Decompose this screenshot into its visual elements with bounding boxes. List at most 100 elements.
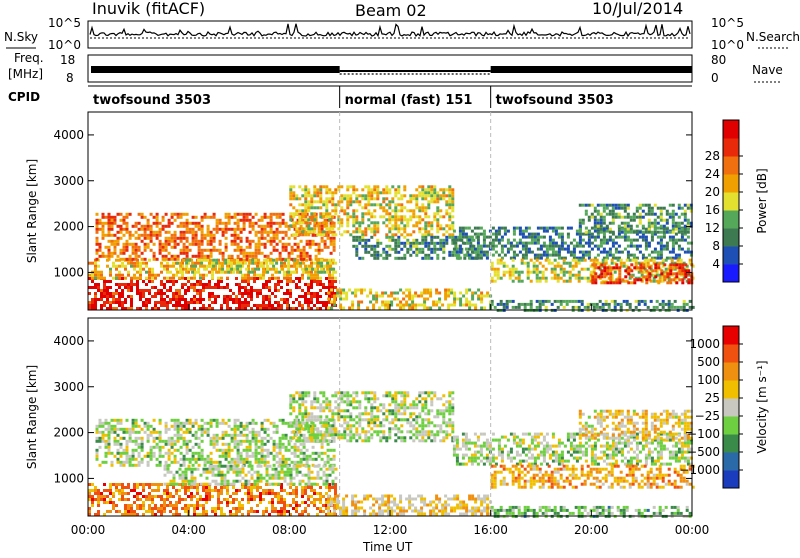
echo-cell: [186, 452, 189, 455]
echo-cell: [238, 283, 241, 286]
echo-cell: [312, 240, 315, 243]
echo-cell: [307, 209, 310, 212]
echo-cell: [624, 216, 627, 219]
echo-cell: [289, 188, 292, 191]
echo-cell: [228, 219, 231, 222]
echo-cell: [265, 298, 268, 301]
echo-cell: [597, 275, 600, 278]
echo-cell: [198, 455, 201, 458]
echo-cell: [331, 200, 334, 203]
echo-cell: [118, 483, 121, 486]
echo-cell: [129, 464, 132, 467]
echo-cell: [554, 277, 557, 280]
echo-cell: [103, 498, 106, 501]
echo-cell: [497, 268, 500, 271]
echo-cell: [442, 257, 445, 260]
echo-cell: [136, 507, 139, 510]
echo-cell: [276, 222, 279, 225]
echo-cell: [132, 425, 135, 428]
echo-cell: [273, 222, 276, 225]
echo-cell: [198, 240, 201, 243]
echo-cell: [160, 495, 163, 498]
echo-cell: [174, 422, 177, 425]
echo-cell: [268, 280, 271, 283]
echo-cell: [450, 292, 453, 295]
echo-cell: [197, 271, 200, 274]
echo-cell: [364, 245, 367, 248]
echo-cell: [190, 283, 193, 286]
echo-cell: [375, 298, 378, 301]
echo-cell: [609, 254, 612, 257]
echo-cell: [684, 219, 687, 222]
echo-cell: [274, 301, 277, 304]
echo-cell: [201, 255, 204, 258]
echo-cell: [247, 492, 250, 495]
echo-cell: [174, 234, 177, 237]
echo-cell: [615, 248, 618, 251]
echo-cell: [307, 230, 310, 233]
echo-cell: [415, 206, 418, 209]
echo-cell: [301, 230, 304, 233]
echo-cell: [318, 243, 321, 246]
echo-cell: [421, 197, 424, 200]
echo-cell: [436, 200, 439, 203]
echo-cell: [165, 243, 168, 246]
echo-cell: [124, 301, 127, 304]
echo-cell: [397, 236, 400, 239]
echo-cell: [273, 246, 276, 249]
echo-cell: [226, 504, 229, 507]
echo-cell: [651, 213, 654, 216]
echo-cell: [603, 263, 606, 266]
echo-cell: [528, 227, 531, 230]
echo-cell: [564, 242, 567, 245]
echo-cell: [231, 449, 234, 452]
echo-cell: [252, 422, 255, 425]
echo-cell: [267, 449, 270, 452]
echo-cell: [561, 239, 564, 242]
echo-cell: [304, 233, 307, 236]
echo-cell: [210, 425, 213, 428]
echo-cell: [249, 443, 252, 446]
echo-cell: [118, 510, 121, 513]
echo-cell: [97, 271, 100, 274]
echo-cell: [627, 245, 630, 248]
echo-cell: [246, 255, 249, 258]
echo-cell: [638, 303, 641, 306]
echo-cell: [310, 212, 313, 215]
echo-cell: [220, 486, 223, 489]
echo-cell: [358, 221, 361, 224]
echo-cell: [220, 304, 223, 307]
echo-cell: [210, 252, 213, 255]
echo-cell: [648, 219, 651, 222]
echo-cell: [180, 446, 183, 449]
echo-cell: [307, 233, 310, 236]
echo-cell: [111, 452, 114, 455]
echo-cell: [102, 234, 105, 237]
echo-cell: [438, 292, 441, 295]
echo-cell: [114, 222, 117, 225]
echo-cell: [507, 248, 510, 251]
echo-cell: [217, 286, 220, 289]
echo-cell: [403, 254, 406, 257]
echo-cell: [252, 240, 255, 243]
echo-cell: [262, 298, 265, 301]
echo-cell: [669, 204, 672, 207]
echo-cell: [364, 233, 367, 236]
echo-cell: [654, 251, 657, 254]
echo-cell: [307, 200, 310, 203]
echo-cell: [358, 194, 361, 197]
echo-cell: [645, 213, 648, 216]
echo-cell: [609, 275, 612, 278]
echo-cell: [148, 495, 151, 498]
echo-cell: [136, 289, 139, 292]
echo-cell: [681, 272, 684, 275]
echo-cell: [91, 280, 94, 283]
echo-cell: [237, 237, 240, 240]
echo-cell: [159, 455, 162, 458]
echo-cell: [680, 259, 683, 262]
echo-cell: [216, 437, 219, 440]
echo-cell: [225, 458, 228, 461]
echo-cell: [450, 304, 453, 307]
echo-cell: [614, 306, 617, 309]
echo-cell: [295, 197, 298, 200]
